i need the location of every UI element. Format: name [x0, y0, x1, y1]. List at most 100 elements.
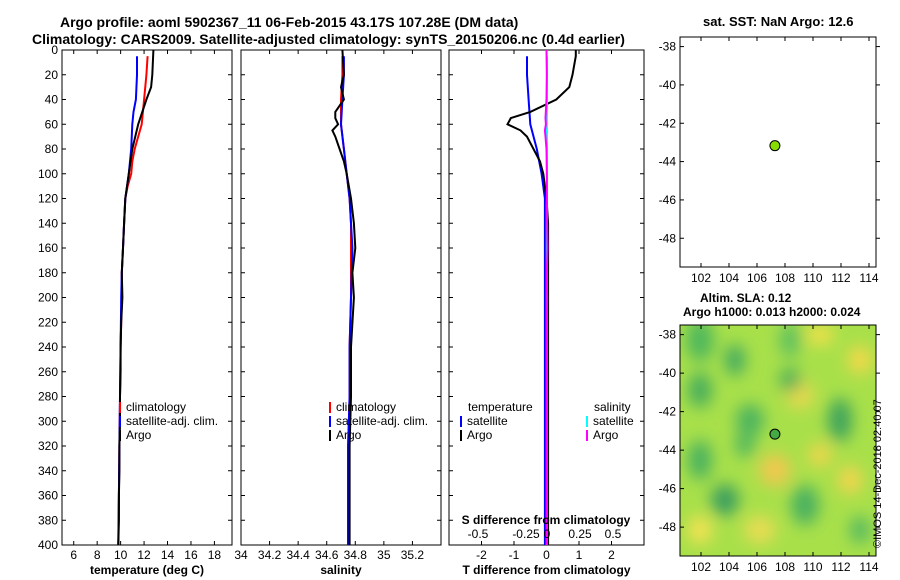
depth-tick-label: 100 — [38, 167, 58, 181]
sla-blob — [744, 516, 776, 544]
x-axis-label: T difference from climatology — [462, 563, 630, 577]
x-tick-label: 34.8 — [344, 548, 368, 562]
depth-tick-label: 80 — [45, 142, 59, 156]
title-line-2: Climatology: CARS2009. Satellite-adjuste… — [32, 31, 625, 47]
y-tick-label: -42 — [659, 405, 677, 419]
secondary-x-tick-label: -0.5 — [468, 527, 489, 541]
y-tick-label: -42 — [659, 116, 677, 130]
x-tick-label: 110 — [803, 560, 822, 574]
depth-tick-label: 300 — [38, 414, 58, 428]
x-tick-label: 106 — [747, 560, 767, 574]
imos-timestamp: ©IMOS 14-Dec-2018 02:40:07 — [872, 399, 884, 548]
depth-tick-label: 240 — [38, 340, 58, 354]
x-tick-label: 108 — [775, 271, 795, 285]
x-tick-label: 35.2 — [401, 548, 425, 562]
depth-tick-label: 160 — [38, 241, 58, 255]
x-tick-label: 112 — [831, 560, 850, 574]
x-tick-label: 34 — [234, 548, 248, 562]
x-axis-label: salinity — [320, 563, 362, 577]
y-tick-label: -48 — [659, 231, 677, 245]
x-tick-label: 104 — [719, 560, 739, 574]
sla-blob — [711, 484, 739, 516]
depth-tick-label: 180 — [38, 266, 58, 280]
secondary-x-tick-label: 0.5 — [605, 527, 622, 541]
depth-tick-label: 340 — [38, 464, 58, 478]
sla-blob — [780, 325, 800, 358]
x-tick-label: 1 — [576, 548, 583, 562]
series-line-satellite-adj-clim- — [339, 56, 354, 545]
argo-position-marker — [769, 140, 781, 152]
x-tick-label: 102 — [691, 271, 711, 285]
secondary-x-axis-label: S difference from climatology — [462, 513, 631, 527]
x-tick-label: 14 — [161, 548, 175, 562]
depth-tick-label: 60 — [45, 117, 59, 131]
sla-blob — [686, 325, 714, 362]
legend-label: satellite — [593, 414, 634, 428]
sla-anomaly-blobs — [686, 325, 872, 544]
series-line-salinity-argo — [543, 49, 549, 545]
legend-label: Argo — [126, 428, 152, 442]
depth-tick-label: 360 — [38, 489, 58, 503]
legend-label: Argo — [467, 428, 493, 442]
secondary-x-tick-label: -0.25 — [512, 527, 540, 541]
x-tick-label: 34.6 — [315, 548, 339, 562]
sla-map-title-1: Altim. SLA: 0.12 — [700, 291, 792, 305]
secondary-x-tick-label: 0 — [544, 527, 551, 541]
x-tick-label: 108 — [775, 560, 795, 574]
sla-blob — [688, 372, 712, 408]
plot-frame — [679, 36, 877, 268]
depth-tick-label: 140 — [38, 216, 58, 230]
depth-tick-label: 220 — [38, 315, 58, 329]
x-tick-label: 10 — [114, 548, 128, 562]
x-tick-label: 106 — [747, 271, 767, 285]
temperature-profile-panel: 0 20 40 60 80 100 120 140 160 180 200 220 240 260 280 3… — [38, 43, 233, 577]
sla-blob — [808, 443, 832, 467]
x-axis-label: temperature (deg C) — [90, 563, 204, 577]
depth-tick-label: 280 — [38, 390, 58, 404]
sla-blob — [806, 325, 834, 345]
y-tick-label: -38 — [659, 328, 677, 342]
secondary-x-tick-label: 0.25 — [568, 527, 592, 541]
y-tick-label: -44 — [659, 443, 677, 457]
x-tick-label: 114 — [859, 271, 878, 285]
title-line-1: Argo profile: aoml 5902367_11 06-Feb-201… — [60, 14, 518, 30]
sla-blob — [780, 368, 800, 392]
sla-blob — [828, 398, 852, 442]
sla-blob — [688, 516, 712, 544]
sla-blob — [848, 346, 872, 374]
legend-label: Argo — [593, 428, 619, 442]
sla-blob — [759, 454, 791, 486]
sla-blob — [735, 433, 755, 457]
x-tick-label: 8 — [94, 548, 101, 562]
y-tick-label: -38 — [659, 40, 677, 54]
legend-label: climatology — [336, 400, 396, 414]
x-tick-label: 0 — [543, 548, 550, 562]
depth-tick-label: 260 — [38, 365, 58, 379]
legend-label: Argo — [336, 428, 362, 442]
y-tick-label: -48 — [659, 520, 677, 534]
sla-blob — [838, 466, 862, 494]
sla-blob — [736, 404, 764, 436]
sst-map-title: sat. SST: NaN Argo: 12.6 — [703, 14, 854, 29]
x-tick-label: 114 — [859, 560, 878, 574]
depth-tick-label: 200 — [38, 291, 58, 305]
sla-blob — [791, 485, 819, 525]
depth-tick-label: 20 — [45, 68, 59, 82]
sla-blob — [850, 516, 870, 544]
x-tick-label: 110 — [803, 271, 822, 285]
legend-label: satellite-adj. clim. — [126, 414, 218, 428]
x-tick-label: -2 — [476, 548, 487, 562]
y-tick-label: -46 — [659, 193, 677, 207]
x-tick-label: 18 — [208, 548, 222, 562]
sst-map-panel: 102 104 106 108 110 112 114 -38 -40 -42 -44 -46 -48 — [659, 36, 880, 285]
x-tick-label: 34.2 — [258, 548, 282, 562]
plot-frame — [679, 324, 877, 557]
depth-tick-label: 380 — [38, 513, 58, 527]
sla-map-title-2: Argo h1000: 0.013 h2000: 0.024 — [683, 305, 861, 319]
depth-tick-label: 320 — [38, 439, 58, 453]
x-tick-label: 16 — [184, 548, 198, 562]
legend-label: climatology — [126, 400, 186, 414]
sla-blob — [725, 344, 745, 376]
series-line-argo — [117, 49, 155, 546]
argo-position-marker — [769, 428, 781, 440]
